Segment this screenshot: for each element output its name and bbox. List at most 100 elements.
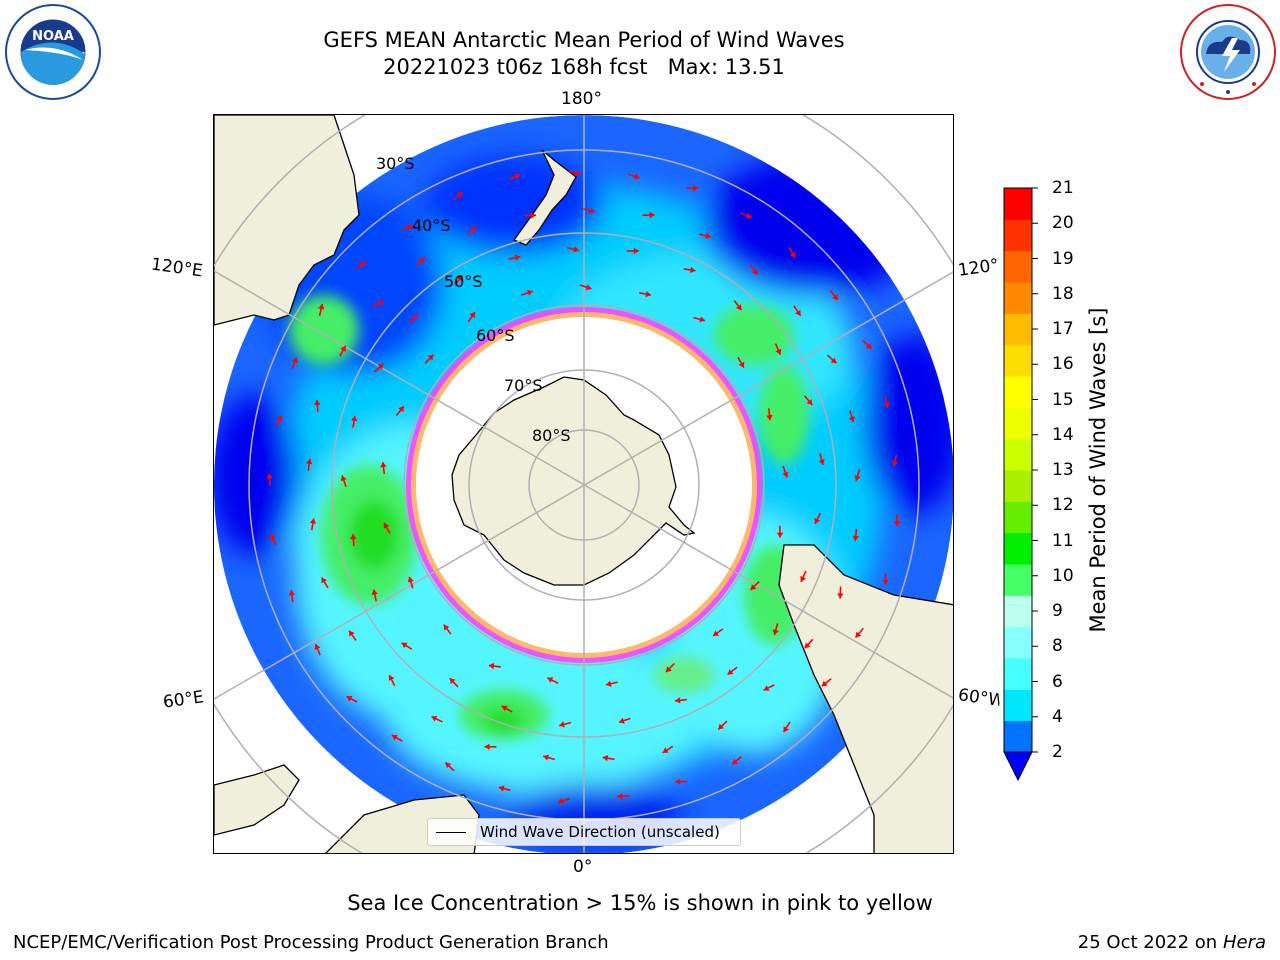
wave-direction-arrowhead (775, 348, 782, 355)
latitude-labels: 30°S 40°S 50°S 60°S 70°S 80°S (376, 154, 571, 445)
wave-direction-arrowhead (411, 314, 418, 321)
colorbar-tick-label: 8 (1052, 636, 1063, 657)
wave-direction-arrowhead (795, 309, 801, 316)
wave-direction-arrowhead (699, 316, 705, 323)
wave-direction-arrowhead (585, 284, 592, 291)
svg-text:NOAA: NOAA (32, 29, 74, 44)
footer-date: 25 Oct 2022 on Hera (1078, 932, 1266, 953)
colorbar-segment (1004, 564, 1032, 596)
wave-direction-arrowhead (488, 662, 495, 670)
wave-direction-arrowhead (619, 717, 625, 724)
colorbar-segment (1004, 626, 1032, 659)
wave-direction-arrowhead (346, 695, 353, 702)
max-value: Max: 13.51 (667, 55, 785, 79)
new-zealand (512, 149, 577, 246)
wave-direction-arrowhead (766, 414, 773, 421)
colorbar-segment (1004, 658, 1032, 690)
wave-direction-arrowhead (818, 459, 825, 465)
wave-direction-arrowhead (574, 169, 581, 176)
lon-label-120e: 120°E (149, 254, 204, 282)
wave-direction-arrowhead (763, 685, 770, 691)
colorbar-segment (1004, 313, 1032, 346)
colorbar-tick-label: 12 (1052, 495, 1074, 516)
wave-direction-arrowhead (602, 755, 609, 762)
wave-direction-arrowhead (800, 576, 806, 582)
colorbar-tick-label: 11 (1052, 530, 1074, 551)
wave-direction-arrowhead (735, 304, 742, 311)
wave-direction-arrowhead (431, 715, 438, 722)
colorbar-segment (1004, 344, 1032, 377)
wave-direction-arrowhead (340, 345, 346, 352)
wave-direction-arrowhead (380, 462, 387, 468)
wave-direction-arrowhead (804, 642, 811, 649)
wave-direction-arrowhead (321, 577, 327, 584)
antarctica-landmass (451, 376, 696, 586)
wave-direction-arrowhead (633, 173, 640, 180)
footer-date-text: 25 Oct 2022 on (1077, 932, 1218, 953)
wave-direction-arrowhead (837, 593, 844, 599)
wave-direction-arrowhead (830, 357, 837, 364)
wave-direction-arrowhead (377, 363, 384, 370)
legend-label: Wind Wave Direction (unscaled) (480, 823, 720, 841)
wave-direction-arrowhead (893, 521, 901, 527)
africa (214, 764, 300, 836)
wave-direction-arrowhead (821, 680, 828, 687)
sea-ice-note: Sea Ice Concentration > 15% is shown in … (347, 891, 933, 915)
wave-direction-arrowhead (351, 415, 358, 422)
wave-direction-arrowhead (662, 747, 669, 753)
wave-direction-arrowhead (266, 473, 273, 479)
wave-direction-arrowhead (543, 754, 549, 761)
colorbar-tick-label: 10 (1052, 565, 1074, 586)
wave-direction-arrowhead (693, 185, 699, 192)
colorbar-label: Mean Period of Wind Waves [s] (1086, 307, 1110, 633)
wave-direction-arrowhead (852, 535, 859, 541)
wave-direction-arrowhead (291, 357, 298, 364)
colorbar-segment (1004, 689, 1032, 722)
forecast-date: 20221023 t06z 168h fcst (383, 55, 648, 79)
colorbar-tick-label: 14 (1052, 424, 1074, 445)
lat-label-30s: 30°S (376, 154, 415, 173)
lat-label-80s: 80°S (532, 426, 571, 445)
colorbar-segment (1004, 250, 1032, 283)
wave-direction-arrowhead (340, 475, 347, 482)
wave-direction-arrowhead (318, 304, 325, 310)
colorbar-tick-label: 20 (1052, 213, 1074, 234)
colorbar-tick-label: 18 (1052, 283, 1074, 304)
wave-direction-arrowhead (359, 261, 366, 267)
colorbar-segment (1004, 595, 1032, 628)
wave-direction-arrowhead (288, 590, 295, 596)
lat-label-40s: 40°S (412, 216, 451, 235)
wave-direction-arrowhead (443, 624, 450, 631)
wave-direction-arrowhead (606, 680, 612, 687)
colorbar-segment (1004, 720, 1032, 753)
wave-direction-arrowhead (633, 247, 639, 255)
colorbar (1000, 186, 1040, 790)
wave-direction-arrowhead (806, 399, 813, 405)
wave-direction-arrowhead (776, 532, 784, 538)
wave-direction-arrowhead (732, 758, 738, 765)
wave-direction-arrowhead (306, 458, 313, 465)
wave-direction-arrowhead (665, 666, 672, 673)
wave-direction-arrowhead (350, 534, 357, 540)
lon-label-60e: 60°E (161, 687, 206, 713)
colorbar-tick-label: 21 (1052, 178, 1074, 198)
wave-direction-arrowhead (718, 723, 724, 730)
wave-direction-arrowhead (501, 705, 508, 712)
wave-direction-arrowhead (388, 675, 395, 681)
wave-direction-arrowhead (783, 726, 789, 733)
noaa-logo: NOAA (3, 2, 103, 102)
wave-direction-arrowhead (789, 251, 796, 258)
lat-label-70s: 70°S (504, 376, 543, 395)
lat-label-60s: 60°S (476, 326, 515, 345)
colorbar-tick-label: 19 (1052, 248, 1074, 269)
wave-direction-arrowhead (855, 631, 862, 638)
wave-direction-arrowhead (314, 644, 321, 650)
wave-direction-arrowhead (727, 669, 734, 675)
wave-direction-arrowhead (772, 629, 779, 635)
colorbar-tick-label: 16 (1052, 354, 1074, 375)
wave-direction-arrowhead (750, 584, 757, 590)
colorbar-segment (1004, 438, 1032, 471)
colorbar-tick-label: 4 (1052, 706, 1063, 727)
wave-direction-arrowhead (526, 289, 533, 296)
chart-subtitle: 20221023 t06z 168h fcst Max: 13.51 (0, 54, 1168, 80)
